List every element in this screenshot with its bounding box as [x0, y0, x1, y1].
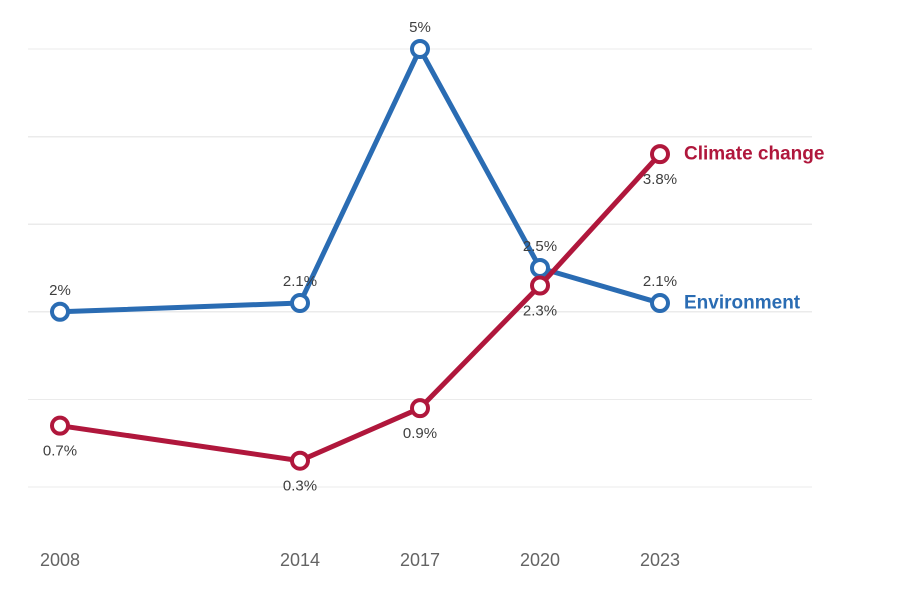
x-axis-label-2008: 2008 [40, 550, 80, 570]
data-point-climate-change-2020[interactable] [530, 275, 550, 296]
point-label-climate-change-2023: 3.8% [643, 171, 677, 188]
point-label-environment-2017: 5% [409, 19, 431, 36]
x-axis-label-2023: 2023 [640, 550, 680, 570]
x-axis-label-2017: 2017 [400, 550, 440, 570]
point-label-climate-change-2014: 0.3% [283, 478, 317, 495]
data-point-environment-2008[interactable] [50, 301, 70, 322]
data-point-environment-2014[interactable] [290, 293, 310, 314]
series-line-environment [57, 46, 663, 315]
point-label-climate-change-2020: 2.3% [523, 303, 557, 320]
series-label-climate-change: Climate change [684, 144, 824, 165]
point-label-climate-change-2008: 0.7% [43, 443, 77, 460]
data-point-environment-2017[interactable] [410, 39, 430, 59]
data-point-climate-change-2017[interactable] [410, 398, 430, 419]
point-label-environment-2014: 2.1% [283, 273, 317, 290]
data-point-environment-2023[interactable] [650, 293, 670, 314]
point-label-environment-2020: 2.5% [523, 238, 557, 255]
data-point-climate-change-2014[interactable] [290, 450, 310, 471]
point-label-environment-2008: 2% [49, 282, 71, 299]
point-label-climate-change-2017: 0.9% [403, 425, 437, 442]
x-axis-label-2014: 2014 [280, 550, 320, 570]
data-point-climate-change-2023[interactable] [650, 144, 670, 165]
point-label-environment-2023: 2.1% [643, 273, 677, 290]
x-axis-label-2020: 2020 [520, 550, 560, 570]
series-label-environment: Environment [684, 293, 801, 314]
data-point-climate-change-2008[interactable] [50, 415, 70, 436]
data-point-environment-2020[interactable] [530, 258, 550, 278]
